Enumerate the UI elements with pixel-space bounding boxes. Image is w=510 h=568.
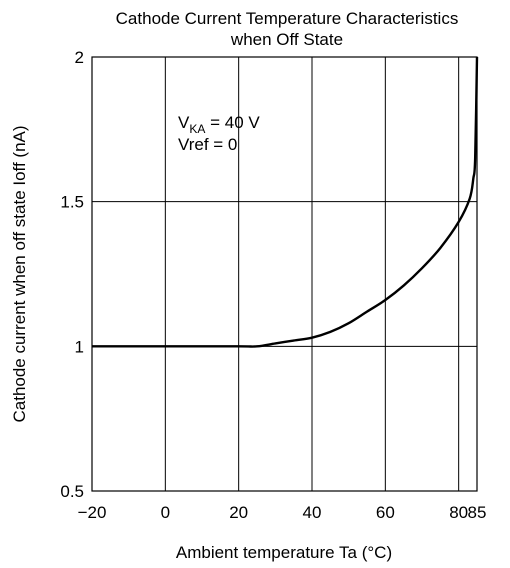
plot-frame bbox=[91, 56, 478, 492]
annotation-vref: Vref = 0 bbox=[178, 135, 237, 154]
x-tick-label: 20 bbox=[229, 503, 248, 522]
series-line bbox=[91, 56, 479, 348]
series-layer bbox=[91, 56, 479, 348]
tick-labels: −20 0 20 40 60 80 85 0.5 1 1.5 2 bbox=[60, 48, 486, 522]
chart-subtitle: when Off State bbox=[230, 30, 343, 49]
y-tick-label: 1 bbox=[75, 337, 84, 356]
y-tick-label: 0.5 bbox=[60, 482, 84, 501]
x-tick-label: 0 bbox=[161, 503, 170, 522]
x-axis-label: Ambient temperature Ta (°C) bbox=[176, 543, 392, 562]
grid bbox=[92, 57, 477, 491]
x-tick-label: 60 bbox=[376, 503, 395, 522]
annotation-vka-main: V bbox=[178, 113, 190, 132]
annotation-vka-subscript: KA bbox=[189, 122, 205, 136]
x-tick-label: −20 bbox=[78, 503, 107, 522]
annotation-vka: VKA = 40 V bbox=[178, 113, 260, 136]
x-tick-label: 85 bbox=[468, 503, 487, 522]
y-tick-label: 1.5 bbox=[60, 193, 84, 212]
chart-title: Cathode Current Temperature Characterist… bbox=[116, 9, 459, 28]
y-axis-label: Cathode current when off state Ioff (nA) bbox=[10, 125, 29, 422]
x-tick-label: 80 bbox=[449, 503, 468, 522]
y-tick-label: 2 bbox=[75, 48, 84, 67]
annotation-vka-value: = 40 V bbox=[205, 113, 260, 132]
x-tick-label: 40 bbox=[303, 503, 322, 522]
